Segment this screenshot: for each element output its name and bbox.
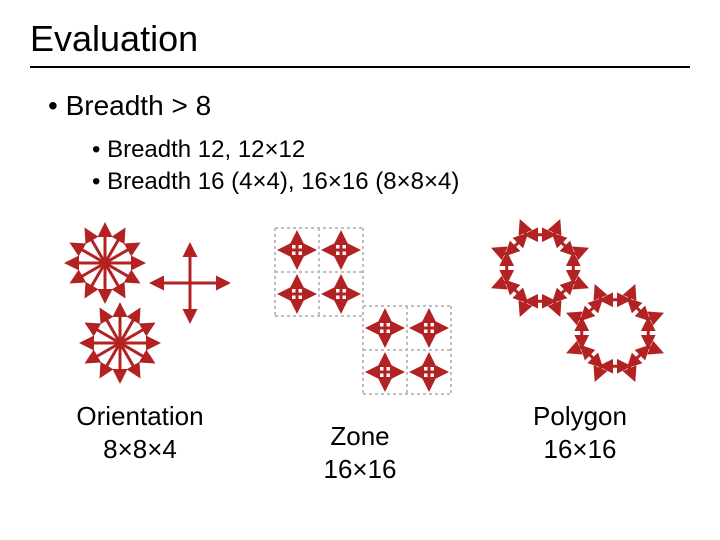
zone-caption: Zone 16×16 bbox=[323, 420, 396, 485]
orientation-diagram bbox=[50, 218, 230, 388]
zone-caption-l1: Zone bbox=[330, 421, 389, 451]
polygon-cell: Polygon 16×16 bbox=[475, 218, 685, 465]
page-title: Evaluation bbox=[30, 18, 690, 68]
orientation-cell: Orientation 8×8×4 bbox=[35, 218, 245, 465]
bullet-breadth-16: Breadth 16 (4×4), 16×16 (8×8×4) bbox=[92, 168, 690, 196]
polygon-caption-l2: 16×16 bbox=[543, 434, 616, 464]
orientation-caption-l2: 8×8×4 bbox=[103, 434, 177, 464]
bullet-breadth-gt-8: Breadth > 8 bbox=[48, 90, 690, 122]
orientation-caption: Orientation 8×8×4 bbox=[76, 400, 203, 465]
bullet-breadth-12: Breadth 12, 12×12 bbox=[92, 136, 690, 164]
polygon-caption-l1: Polygon bbox=[533, 401, 627, 431]
orientation-caption-l1: Orientation bbox=[76, 401, 203, 431]
zone-caption-l2: 16×16 bbox=[323, 454, 396, 484]
polygon-caption: Polygon 16×16 bbox=[533, 400, 627, 465]
zone-diagram bbox=[255, 218, 465, 408]
slide: Evaluation Breadth > 8 Breadth 12, 12×12… bbox=[0, 0, 720, 540]
diagram-row: Orientation 8×8×4 Zone 16×16 Polygon 16×… bbox=[30, 218, 690, 485]
zone-cell: Zone 16×16 bbox=[255, 218, 465, 485]
polygon-diagram bbox=[480, 218, 680, 388]
